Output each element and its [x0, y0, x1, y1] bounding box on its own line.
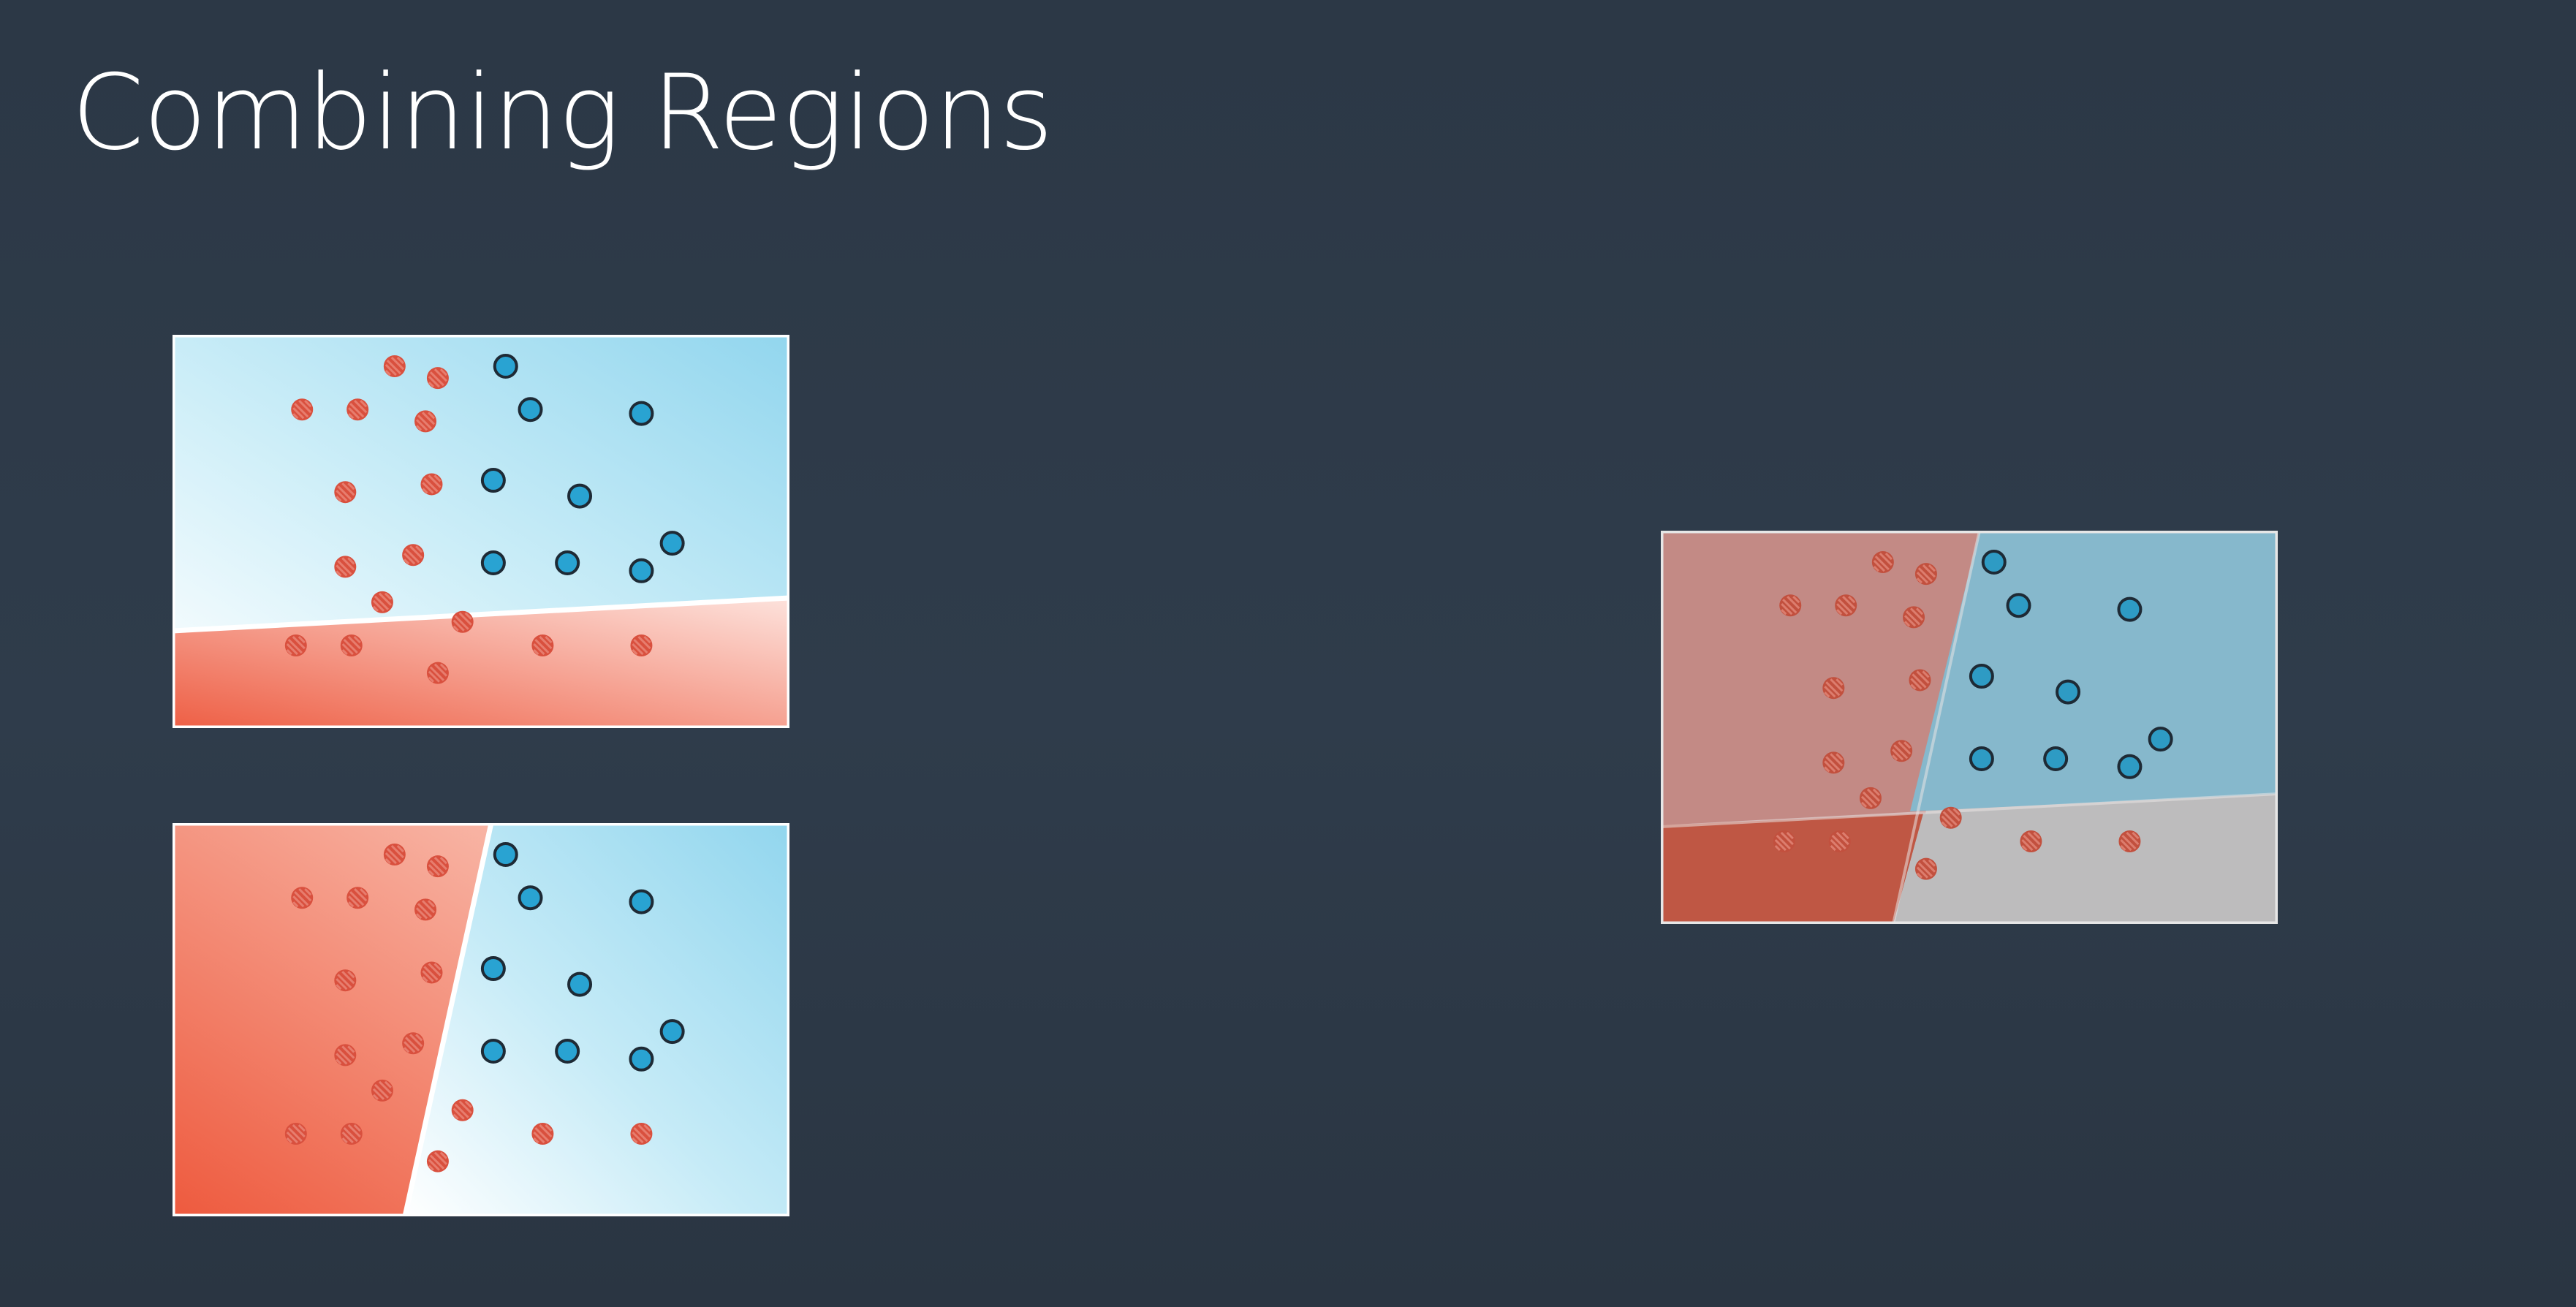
blue-point	[2148, 727, 2173, 752]
decision-boundary	[173, 595, 789, 634]
blue-point	[493, 842, 518, 868]
blue-point	[2056, 679, 2081, 705]
panel-vertical-boundary	[173, 823, 789, 1216]
blue-point	[567, 971, 593, 997]
data-points	[1773, 550, 2173, 880]
blue-point	[1969, 664, 1994, 689]
data-points	[284, 842, 685, 1172]
region-red	[173, 598, 789, 728]
blue-point	[518, 397, 543, 423]
blue-point	[2117, 596, 2143, 622]
region-mixed-bottom-right	[1893, 794, 2278, 924]
blue-point	[567, 483, 593, 509]
slide-title: Combining Regions	[72, 53, 1053, 173]
blue-point	[1981, 550, 2007, 575]
blue-point	[555, 1039, 580, 1064]
blue-point	[1969, 746, 1994, 772]
region-blue	[405, 823, 789, 1216]
decision-boundary	[402, 823, 494, 1216]
blue-point	[629, 401, 654, 426]
blue-point	[659, 531, 685, 556]
blue-point	[2006, 593, 2031, 618]
blue-point	[518, 885, 543, 911]
blue-point	[629, 1046, 654, 1072]
blue-point	[629, 558, 654, 583]
blue-point	[493, 354, 518, 379]
region-red-bottom-left	[1661, 814, 1923, 924]
blue-point	[480, 956, 506, 982]
panel-horizontal-boundary	[173, 335, 789, 728]
blue-point	[2043, 746, 2069, 772]
blue-point	[480, 1039, 506, 1064]
blue-point	[629, 889, 654, 914]
blue-point	[2117, 754, 2143, 779]
panel-combined-regions	[1661, 531, 2278, 924]
region-blue-top-right	[1910, 531, 2278, 811]
blue-point	[659, 1019, 685, 1045]
blue-point	[480, 550, 506, 576]
blue-point	[555, 550, 580, 576]
data-points	[284, 354, 685, 684]
blue-point	[480, 468, 506, 493]
